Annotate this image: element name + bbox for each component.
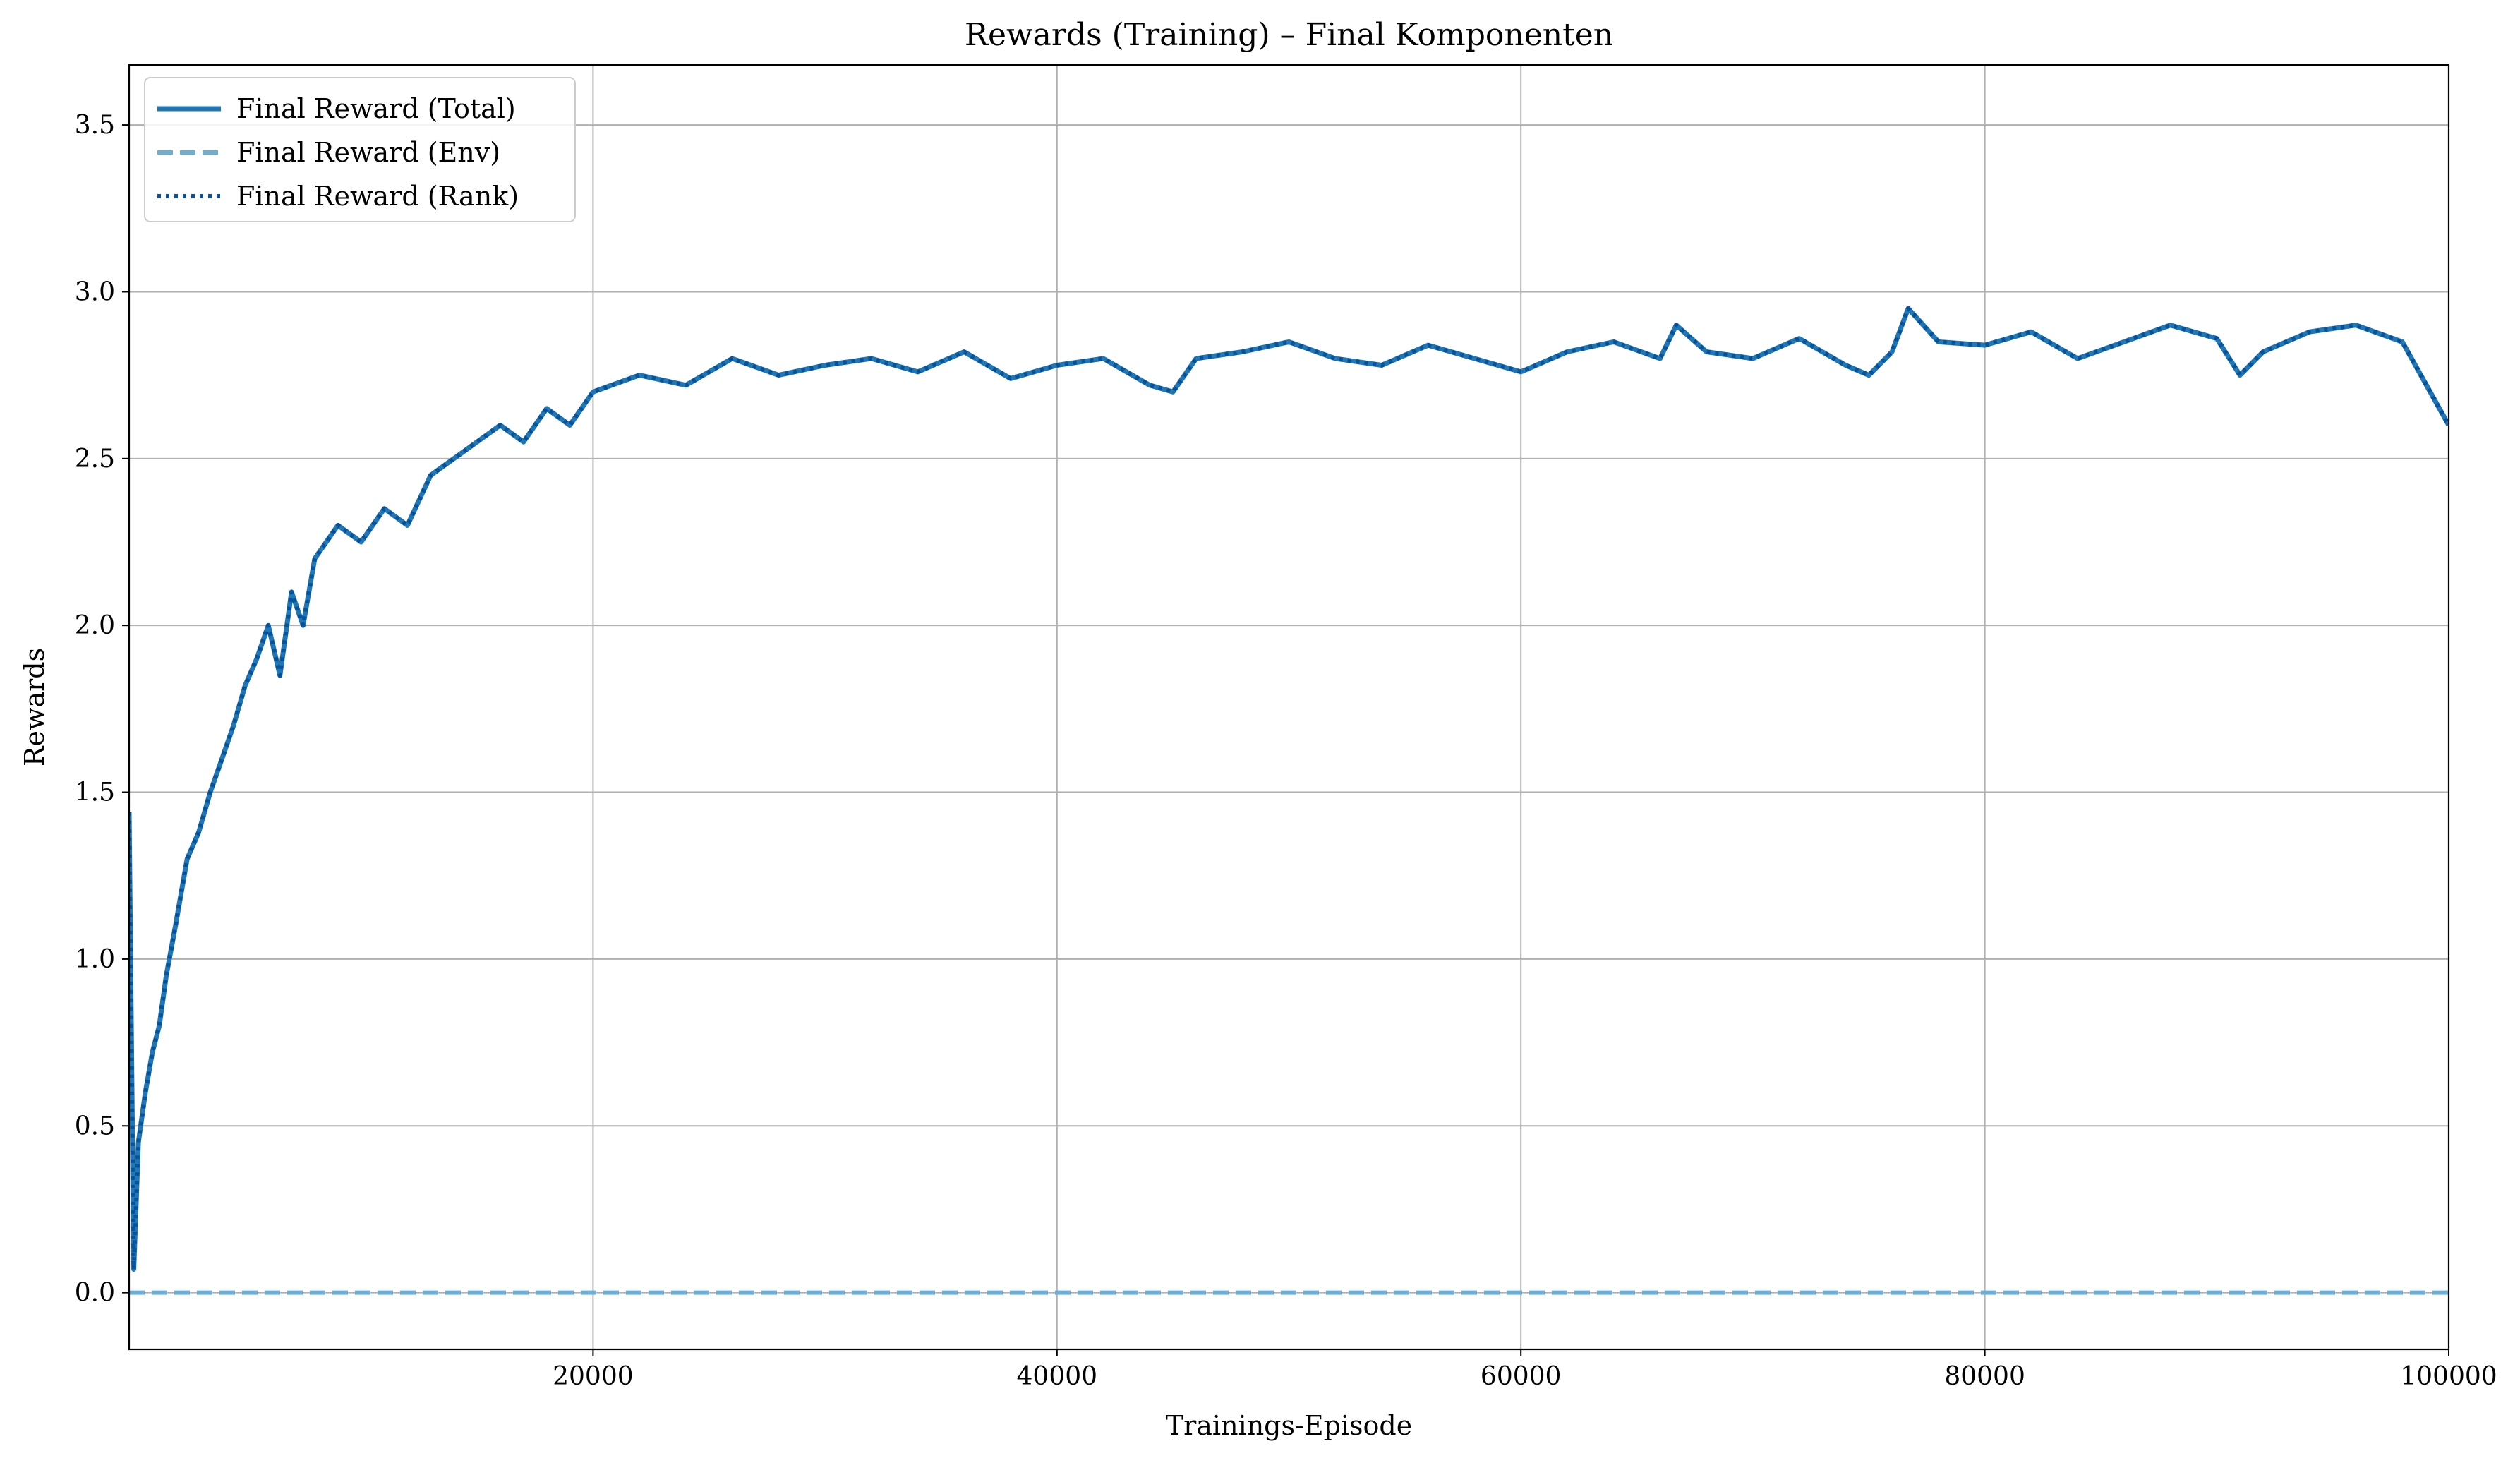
x-tick-label: 100000 <box>2400 1362 2497 1391</box>
legend: Final Reward (Total) Final Reward (Env) Fi… <box>144 77 576 222</box>
grid <box>129 65 2449 1349</box>
y-tick-label: 0.5 <box>75 1112 115 1140</box>
y-tick-label: 1.0 <box>75 945 115 974</box>
axis-ticks: 20000 40000 60000 80000 100000 0.0 0.5 1.0 1.5 2.… <box>75 111 2497 1391</box>
legend-label-1: Final Reward (Total) <box>236 93 516 124</box>
y-tick-label: 2.0 <box>75 611 115 640</box>
x-tick-label: 80000 <box>1944 1362 2025 1391</box>
legend-box <box>144 77 576 222</box>
y-tick-label: 3.5 <box>75 111 115 140</box>
legend-label-2: Final Reward (Env) <box>236 137 500 168</box>
y-tick-label: 2.5 <box>75 445 115 474</box>
x-axis-title: Trainings-Episode <box>1166 1410 1413 1441</box>
y-tick-label: 1.5 <box>75 778 115 807</box>
plot-area <box>129 306 2449 1295</box>
x-tick-label: 40000 <box>1017 1362 1098 1391</box>
plot-frame <box>128 64 2450 1351</box>
legend-label-3: Final Reward (Rank) <box>236 181 519 212</box>
series-line-3 <box>129 306 2449 1272</box>
chart-title: Rewards (Training) – Final Komponenten <box>965 17 1613 53</box>
y-tick-label: 0.0 <box>75 1279 115 1308</box>
y-tick-label: 3.0 <box>75 277 115 306</box>
y-axis-title: Rewards <box>19 648 50 766</box>
x-tick-label: 60000 <box>1481 1362 1562 1391</box>
x-tick-label: 20000 <box>553 1362 634 1391</box>
